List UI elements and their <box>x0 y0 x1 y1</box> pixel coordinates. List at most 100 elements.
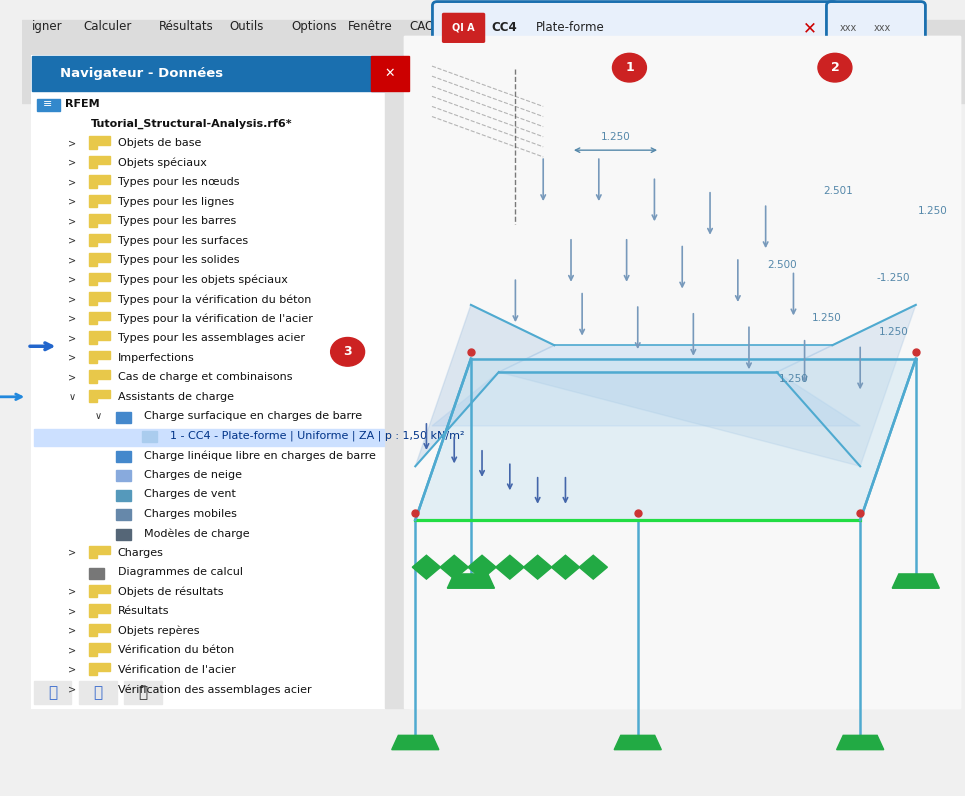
Text: Objets repères: Objets repères <box>118 626 199 636</box>
Polygon shape <box>90 331 110 344</box>
Polygon shape <box>448 574 494 588</box>
Polygon shape <box>90 370 110 383</box>
Text: >: > <box>69 685 76 694</box>
Text: Charge surfacique en charges de barre: Charge surfacique en charges de barre <box>144 412 362 421</box>
Bar <box>404 36 960 708</box>
Text: Résultats: Résultats <box>159 20 214 33</box>
Bar <box>385 91 409 708</box>
Text: Types pour les barres: Types pour les barres <box>118 217 235 226</box>
Bar <box>116 509 131 521</box>
Polygon shape <box>90 643 110 656</box>
Text: Objets de base: Objets de base <box>118 139 201 148</box>
Text: Calculer: Calculer <box>84 20 132 33</box>
Text: Types pour les solides: Types pour les solides <box>118 256 239 265</box>
Text: Navigateur - Données: Navigateur - Données <box>60 67 223 80</box>
Text: >: > <box>69 626 76 636</box>
FancyBboxPatch shape <box>826 2 925 48</box>
Text: Charges: Charges <box>118 548 163 558</box>
Text: Assistants de charge: Assistants de charge <box>118 392 234 402</box>
Text: 👁: 👁 <box>94 685 102 700</box>
Text: Charge linéique libre en charges de barre: Charge linéique libre en charges de barr… <box>144 450 376 461</box>
Polygon shape <box>432 373 860 426</box>
Bar <box>22 20 965 64</box>
Polygon shape <box>523 556 552 579</box>
Bar <box>116 529 131 540</box>
Text: ∨: ∨ <box>96 412 102 421</box>
Text: 1.250: 1.250 <box>812 314 841 323</box>
Text: >: > <box>69 158 76 168</box>
FancyBboxPatch shape <box>442 13 485 43</box>
Bar <box>116 412 131 423</box>
Text: Charges de neige: Charges de neige <box>144 470 242 480</box>
Text: 🖥: 🖥 <box>48 685 57 700</box>
Text: 1: 1 <box>625 61 634 74</box>
Text: Modèles de charge: Modèles de charge <box>144 528 250 539</box>
Polygon shape <box>90 175 110 188</box>
Text: ≡: ≡ <box>43 100 52 109</box>
Text: 2.501: 2.501 <box>823 185 853 196</box>
Bar <box>372 56 409 91</box>
Bar <box>116 490 131 501</box>
Text: Objets spéciaux: Objets spéciaux <box>118 158 207 168</box>
Text: CC4: CC4 <box>492 21 517 34</box>
Text: Types pour les assemblages acier: Types pour les assemblages acier <box>118 334 305 343</box>
Bar <box>34 428 384 446</box>
Text: >: > <box>69 178 76 187</box>
Polygon shape <box>90 156 110 169</box>
Bar <box>116 470 131 481</box>
Text: Types pour la vérification de l'acier: Types pour la vérification de l'acier <box>118 314 313 324</box>
FancyBboxPatch shape <box>432 2 838 48</box>
Bar <box>116 451 131 462</box>
Polygon shape <box>90 312 110 325</box>
Polygon shape <box>614 736 661 750</box>
Bar <box>37 99 60 111</box>
Text: Plate-forme: Plate-forme <box>537 21 605 34</box>
Text: Diagrammes de calcul: Diagrammes de calcul <box>118 568 242 577</box>
Polygon shape <box>468 556 496 579</box>
Polygon shape <box>90 662 110 675</box>
Text: >: > <box>69 587 76 597</box>
Text: 3: 3 <box>344 345 352 358</box>
Polygon shape <box>90 682 110 695</box>
Polygon shape <box>415 305 554 466</box>
Bar <box>79 681 117 704</box>
Polygon shape <box>837 736 884 750</box>
Text: Tutorial_Structural-Analysis.rf6*: Tutorial_Structural-Analysis.rf6* <box>92 119 292 129</box>
Polygon shape <box>579 556 607 579</box>
Polygon shape <box>893 574 939 588</box>
Text: 1.250: 1.250 <box>918 205 948 216</box>
Text: Types pour les nœuds: Types pour les nœuds <box>118 178 239 187</box>
Polygon shape <box>90 584 110 597</box>
Bar <box>90 568 104 579</box>
Text: Charges mobiles: Charges mobiles <box>144 509 236 519</box>
Text: >: > <box>69 256 76 265</box>
Polygon shape <box>90 214 110 227</box>
Text: >: > <box>69 353 76 363</box>
Text: Fenêtre: Fenêtre <box>347 20 393 33</box>
Polygon shape <box>90 253 110 266</box>
Bar <box>34 681 71 704</box>
Text: >: > <box>69 607 76 616</box>
Text: ✕: ✕ <box>803 19 816 37</box>
Polygon shape <box>90 136 110 149</box>
Polygon shape <box>90 272 110 286</box>
Polygon shape <box>90 390 110 402</box>
Text: Types pour les lignes: Types pour les lignes <box>118 197 234 207</box>
Text: QI A: QI A <box>453 23 475 33</box>
Bar <box>22 64 965 103</box>
Text: 1 - CC4 - Plate-forme | Uniforme | ZA | p : 1,50 kN/m²: 1 - CC4 - Plate-forme | Uniforme | ZA | … <box>171 431 465 441</box>
Text: >: > <box>69 334 76 343</box>
Text: Types pour la vérification du béton: Types pour la vérification du béton <box>118 294 311 305</box>
Polygon shape <box>90 195 110 208</box>
Text: Types pour les surfaces: Types pour les surfaces <box>118 236 248 246</box>
Text: 2: 2 <box>831 61 840 74</box>
Polygon shape <box>90 350 110 363</box>
Circle shape <box>331 338 365 366</box>
Polygon shape <box>90 292 110 305</box>
Polygon shape <box>90 546 110 559</box>
Polygon shape <box>499 345 833 373</box>
Text: Vérification du béton: Vérification du béton <box>118 646 234 655</box>
Text: >: > <box>69 646 76 655</box>
Text: -1.250: -1.250 <box>877 273 910 283</box>
Bar <box>124 681 162 704</box>
